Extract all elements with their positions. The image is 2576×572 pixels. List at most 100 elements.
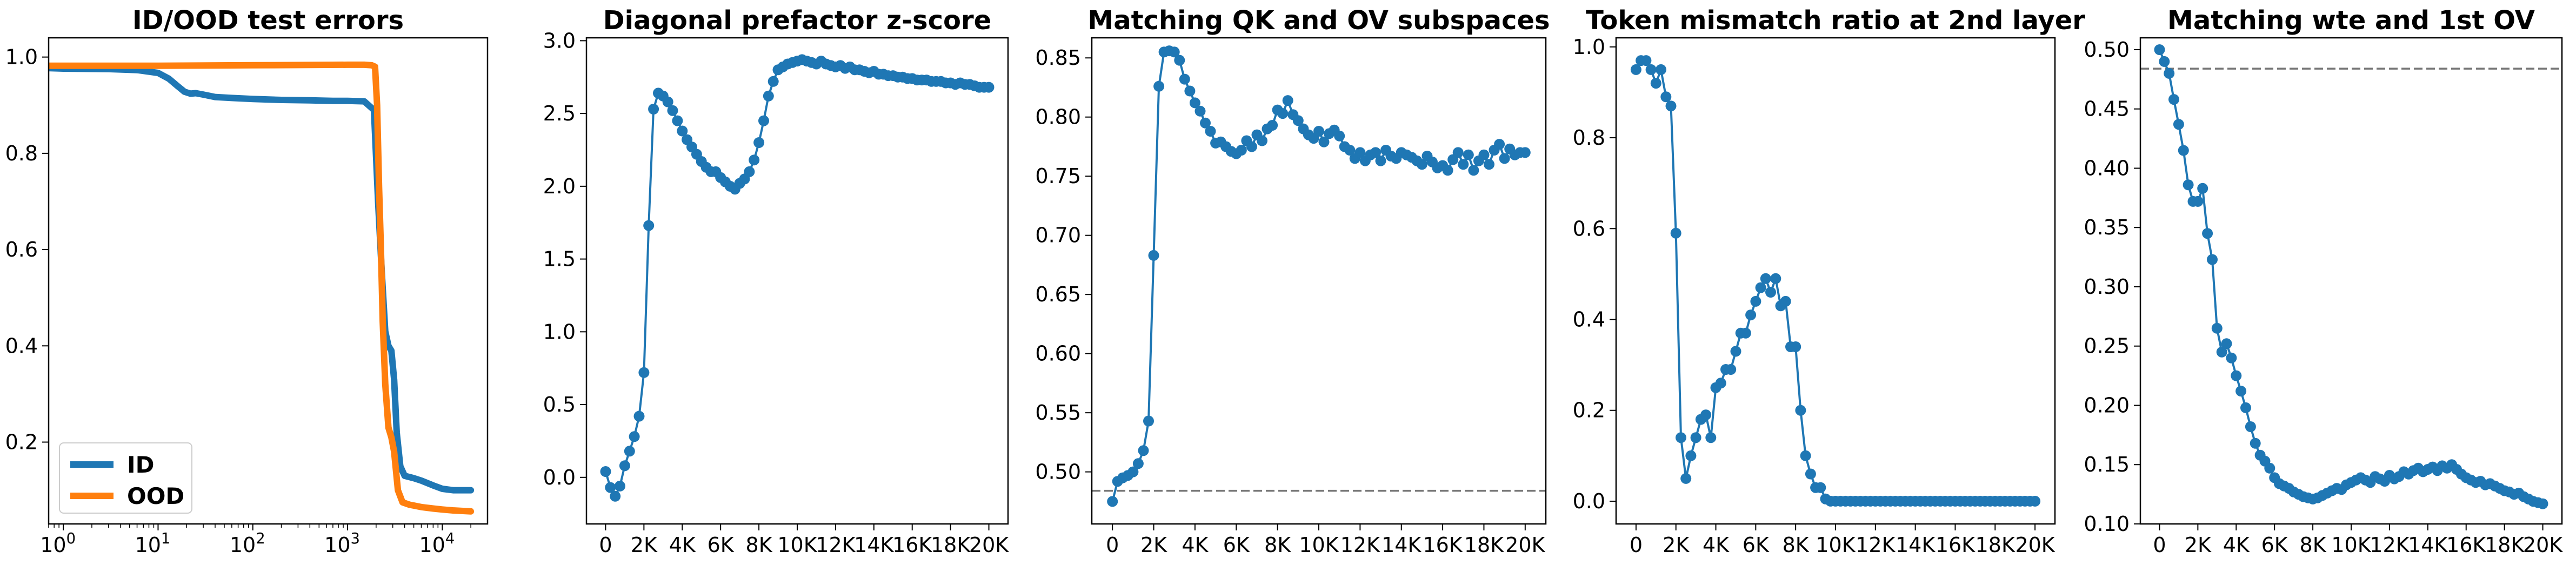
x-tick-label: 18K [1976, 533, 2016, 557]
data-point [2245, 421, 2256, 432]
y-tick-label: 0.2 [1573, 399, 1605, 422]
data-point [2207, 254, 2218, 265]
y-tick-label: 1.5 [543, 247, 576, 271]
x-tick-label: 2K [1140, 533, 1167, 557]
data-point [619, 460, 630, 472]
y-tick-label: 1.0 [543, 320, 576, 344]
y-tick-label: 0.0 [543, 466, 576, 489]
data-point [2537, 498, 2548, 509]
x-tick-label: 8K [2300, 533, 2327, 557]
x-tick-label: 2K [631, 533, 658, 557]
y-tick-label: 0.4 [1573, 307, 1605, 331]
data-point [1795, 405, 1806, 416]
data-point [1468, 165, 1479, 176]
data-point [1282, 95, 1293, 106]
y-tick-label: 0.45 [2084, 97, 2130, 121]
x-tick-label: 6K [1743, 533, 1770, 557]
data-point [763, 90, 774, 102]
data-point [1660, 91, 1672, 103]
data-point [2250, 438, 2261, 449]
data-point [1640, 55, 1652, 66]
data-point [1770, 273, 1781, 284]
data-point [2235, 386, 2247, 397]
x-tick-label: 6K [1223, 533, 1250, 557]
data-point [1313, 126, 1324, 137]
data-point [2192, 196, 2204, 207]
data-point [1815, 482, 1826, 493]
data-point [1800, 450, 1811, 461]
y-tick-label: 0.8 [1573, 126, 1605, 150]
y-tick-label: 0.4 [5, 334, 38, 358]
series-line-1 [2158, 49, 2544, 505]
x-tick-label: 6K [2261, 533, 2288, 557]
data-point [633, 411, 645, 422]
data-point [1755, 282, 1766, 293]
data-point [2216, 346, 2227, 358]
y-tick-label: 0.10 [2084, 512, 2130, 536]
data-point [2197, 183, 2208, 194]
x-tick-label: 4K [1703, 533, 1730, 557]
y-tick-label: 1.0 [5, 45, 38, 69]
data-point [1700, 409, 1712, 421]
y-tick-label: 0.6 [1573, 217, 1605, 240]
data-point [2221, 338, 2232, 349]
data-point [2226, 352, 2237, 364]
data-point [2030, 495, 2041, 507]
y-tick-label: 0.25 [2084, 334, 2130, 358]
data-point [629, 431, 640, 442]
x-tick-label: 0 [2153, 533, 2166, 557]
data-point [2164, 68, 2175, 79]
x-tick-label: 0 [599, 533, 612, 557]
data-point [1656, 64, 1666, 75]
data-point [2173, 119, 2184, 130]
data-point [1715, 378, 1726, 389]
x-tick-label: 10K [777, 533, 817, 557]
data-point [1442, 165, 1453, 176]
y-tick-label: 0.85 [1035, 46, 1081, 70]
data-point [2202, 228, 2213, 239]
y-tick-label: 2.0 [543, 174, 576, 198]
data-point [1676, 432, 1686, 443]
data-point [1194, 105, 1206, 117]
data-point [1705, 432, 1717, 443]
data-point [615, 480, 625, 492]
data-point [983, 82, 995, 93]
chart-title: ID/OOD test errors [132, 5, 404, 36]
x-tick-label: 12K [1340, 533, 1380, 557]
x-tick-label: 8K [746, 533, 773, 557]
data-point [667, 105, 678, 116]
data-point [1236, 145, 1247, 156]
x-tick-label: 18K [2485, 533, 2525, 557]
x-tick-label: 12K [1856, 533, 1896, 557]
data-point [1184, 85, 1196, 97]
data-point [1478, 149, 1490, 160]
y-tick-label: 0.60 [1035, 342, 1081, 366]
data-point [1760, 273, 1771, 284]
plot-frame [48, 37, 489, 525]
y-tick-label: 0.40 [2084, 156, 2130, 180]
data-point [1200, 117, 1211, 129]
y-tick-label: 0.2 [5, 430, 38, 454]
data-point [2154, 44, 2165, 55]
chart-title: Matching QK and OV subspaces [1087, 5, 1550, 36]
data-point [1499, 153, 1510, 164]
chart-title: Matching wte and 1st OV [2167, 5, 2535, 36]
y-tick-label: 0.6 [5, 238, 38, 261]
data-point [2159, 56, 2170, 67]
series-line-1 [1111, 50, 1526, 503]
data-point [753, 137, 765, 148]
y-tick-label: 0.80 [1035, 105, 1081, 129]
data-point [1334, 130, 1345, 142]
data-point [1318, 136, 1330, 147]
data-point [1179, 73, 1190, 85]
x-tick-label: 18K [931, 533, 971, 557]
x-tick-label: 101 [135, 530, 171, 557]
data-point [1292, 115, 1304, 126]
y-tick-label: 0.15 [2084, 453, 2130, 476]
chart-title: Diagonal prefactor z-score [603, 5, 991, 36]
data-point [1650, 78, 1661, 89]
series-line-ood [49, 61, 475, 515]
x-tick-label: 14K [1382, 533, 1422, 557]
y-tick-label: 0.65 [1035, 282, 1081, 306]
y-tick-label: 0.70 [1035, 224, 1081, 247]
